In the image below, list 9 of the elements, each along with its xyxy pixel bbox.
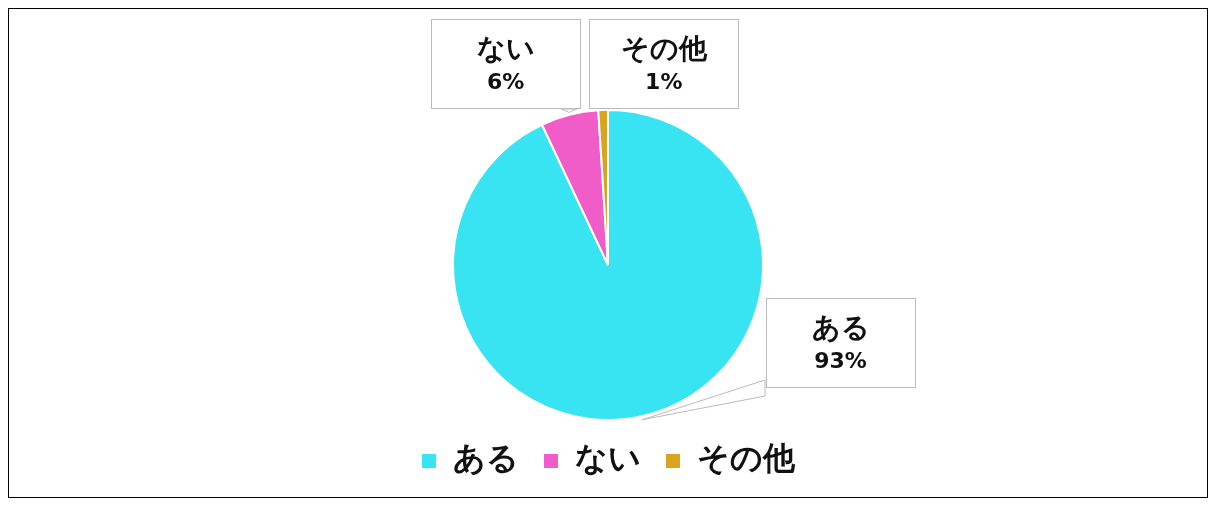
slice-label: ない xyxy=(476,30,535,67)
data-label: 93% xyxy=(814,346,867,375)
legend-label: ない xyxy=(575,439,641,478)
slice-label: その他 xyxy=(620,30,707,67)
legend-label: その他 xyxy=(697,439,796,478)
data-label: 1% xyxy=(645,67,683,96)
slice-label: ある xyxy=(811,309,870,346)
data-label: 6% xyxy=(487,67,525,96)
legend-label: ある xyxy=(453,439,519,478)
